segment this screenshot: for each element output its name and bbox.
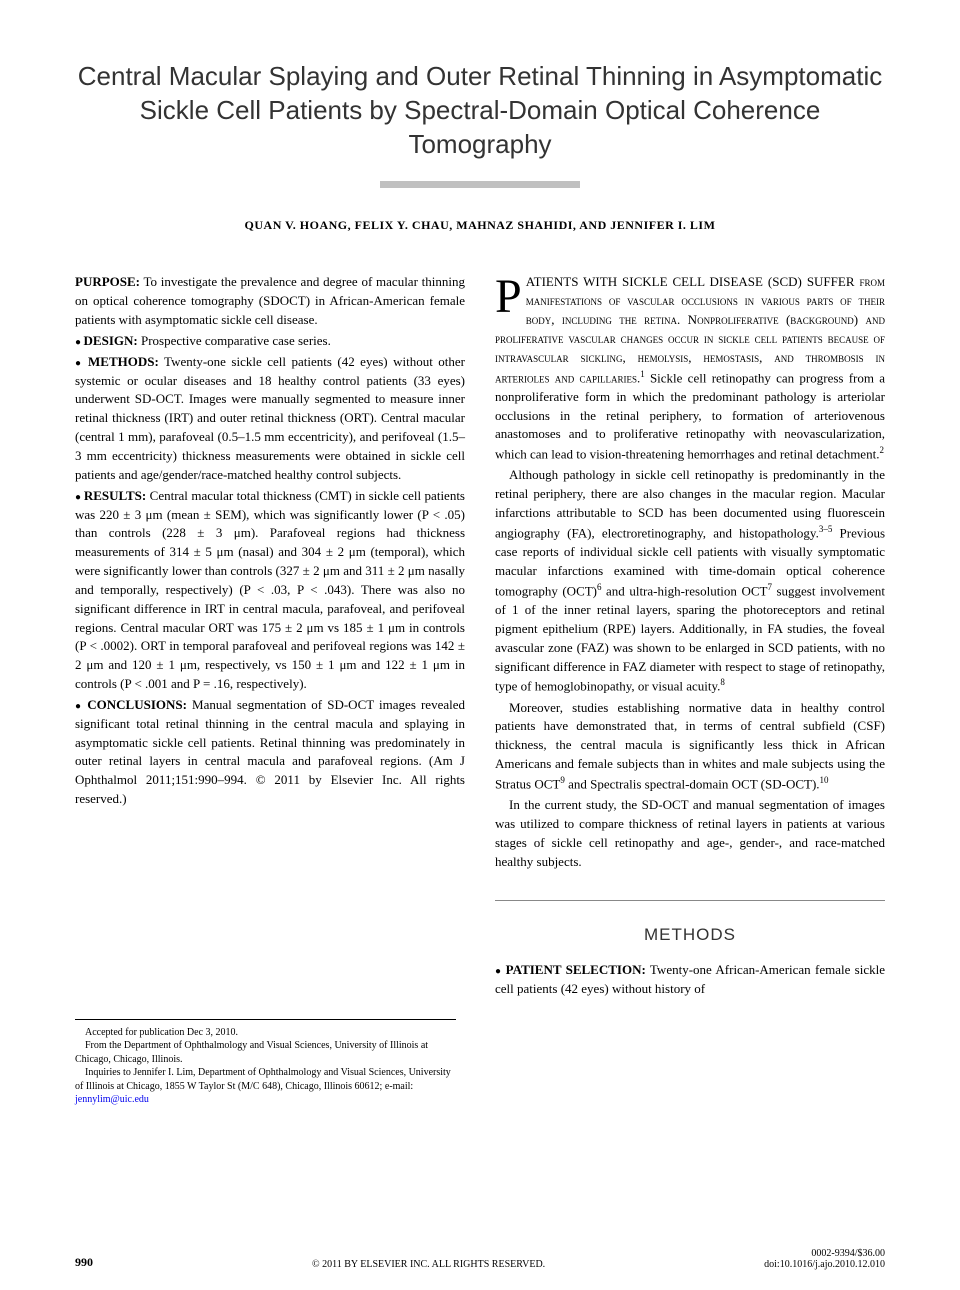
title-divider <box>380 181 580 188</box>
abstract-results: RESULTS: Central macular total thickness… <box>75 487 465 694</box>
p3-cont: and Spectralis spectral-domain OCT (SD-O… <box>565 776 820 791</box>
right-column: PATIENTS WITH SICKLE CELL DISEASE (SCD) … <box>495 273 885 998</box>
conclusions-text: Manual segmentation of SD-OCT images rev… <box>75 697 465 806</box>
article-title: Central Macular Splaying and Outer Retin… <box>75 60 885 161</box>
abstract-purpose: PURPOSE: To investigate the prevalence a… <box>75 273 465 330</box>
page-number: 990 <box>75 1255 93 1270</box>
methods-patient-selection: PATIENT SELECTION: Twenty-one African-Am… <box>495 961 885 999</box>
abstract-methods: METHODS: Twenty-one sickle cell patients… <box>75 353 465 485</box>
abstract-conclusions: CONCLUSIONS: Manual segmentation of SD-O… <box>75 696 465 809</box>
ref-3-5: 3–5 <box>819 524 833 534</box>
body-paragraph-2: Although pathology in sickle cell retino… <box>495 466 885 696</box>
methods-label: METHODS: <box>88 354 159 369</box>
design-text: Prospective comparative case series. <box>138 333 331 348</box>
footnote-affiliation: From the Department of Ophthalmology and… <box>75 1039 456 1066</box>
authors-line: QUAN V. HOANG, FELIX Y. CHAU, MAHNAZ SHA… <box>75 218 885 233</box>
p1-smallcaps: PATIENTS WITH SICKLE CELL DISEASE (SCD) … <box>495 274 885 385</box>
copyright-line: © 2011 BY ELSEVIER INC. ALL RIGHTS RESER… <box>312 1259 545 1270</box>
ref-10: 10 <box>820 775 829 785</box>
abstract-design: DESIGN: Prospective comparative case ser… <box>75 332 465 351</box>
results-label: RESULTS: <box>84 488 146 503</box>
design-label: DESIGN: <box>84 333 138 348</box>
issn: 0002-9394/$36.00 <box>764 1248 885 1259</box>
page-footer: 990 © 2011 BY ELSEVIER INC. ALL RIGHTS R… <box>75 1248 885 1270</box>
patient-selection-label: PATIENT SELECTION: <box>506 962 646 977</box>
footnote-inquiries: Inquiries to Jennifer I. Lim, Department… <box>75 1066 456 1107</box>
methods-divider <box>495 900 885 901</box>
footnotes: Accepted for publication Dec 3, 2010. Fr… <box>75 1019 456 1107</box>
footnote-accepted: Accepted for publication Dec 3, 2010. <box>75 1026 456 1040</box>
body-paragraph-4: In the current study, the SD-OCT and man… <box>495 796 885 871</box>
journal-page: Central Macular Splaying and Outer Retin… <box>0 0 960 1290</box>
p2-cont3: suggest involvement of 1 of the inner re… <box>495 583 885 694</box>
two-column-layout: PURPOSE: To investigate the prevalence a… <box>75 273 885 998</box>
body-paragraph-3: Moreover, studies establishing normative… <box>495 699 885 795</box>
body-paragraph-1: PATIENTS WITH SICKLE CELL DISEASE (SCD) … <box>495 273 885 464</box>
ref-2: 2 <box>879 445 884 455</box>
methods-text: Twenty-one sickle cell patients (42 eyes… <box>75 354 465 482</box>
doi: doi:10.1016/j.ajo.2010.12.010 <box>764 1259 885 1270</box>
p2-cont2: and ultra-high-resolution OCT <box>602 583 768 598</box>
methods-heading: METHODS <box>495 923 885 948</box>
left-column: PURPOSE: To investigate the prevalence a… <box>75 273 465 998</box>
results-text: Central macular total thickness (CMT) in… <box>75 488 465 691</box>
email-link[interactable]: jennylim@uic.edu <box>75 1094 149 1105</box>
doi-block: 0002-9394/$36.00 doi:10.1016/j.ajo.2010.… <box>764 1248 885 1270</box>
conclusions-label: CONCLUSIONS: <box>87 697 187 712</box>
inquiries-text: Inquiries to Jennifer I. Lim, Department… <box>75 1067 451 1092</box>
purpose-label: PURPOSE: <box>75 274 140 289</box>
ref-8: 8 <box>720 677 725 687</box>
